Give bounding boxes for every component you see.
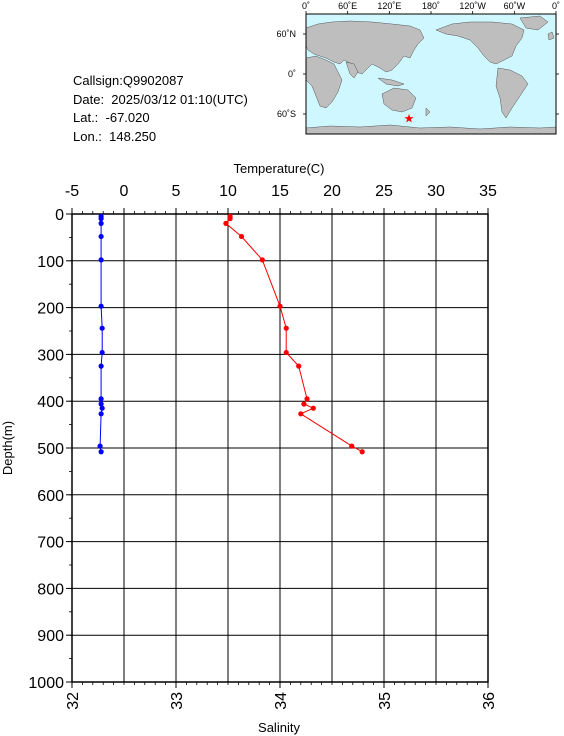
data-point — [298, 411, 304, 417]
salinity-tick-label: 32 — [65, 692, 82, 710]
float-info-block: Callsign:Q9902087 Date: 2025/03/12 01:10… — [73, 72, 248, 147]
land-south-america — [495, 67, 529, 119]
longitude-text: Lon.: 148.250 — [73, 129, 157, 145]
salinity-tick-label: 33 — [169, 692, 186, 710]
float-location-star-icon: ★ — [404, 112, 415, 126]
salinity-tick-labels: 32 33 34 35 36 — [65, 692, 498, 710]
data-point — [99, 325, 105, 331]
data-point — [98, 220, 104, 226]
depth-tick-label: 300 — [37, 347, 64, 364]
land-eurasia — [305, 20, 425, 75]
data-point — [227, 216, 233, 222]
map-longitude-label: 60˚W — [504, 1, 526, 11]
data-point — [98, 303, 104, 309]
land-greenland — [519, 15, 549, 31]
depth-tick-label: 500 — [37, 441, 64, 458]
date-text: Date: 2025/03/12 01:10(UTC) — [73, 91, 248, 107]
temperature-tick-label: 35 — [479, 183, 497, 200]
data-point — [98, 233, 104, 240]
map-longitude-label: 120˚W — [459, 1, 486, 11]
data-point — [296, 363, 302, 369]
depth-axis-label: Depth(m) — [0, 421, 15, 475]
map-longitude-label: 0˚ — [302, 1, 310, 11]
salinity-axis-label: Salinity — [258, 720, 300, 735]
temperature-tick-label: 5 — [172, 183, 181, 200]
map-latitude-labels: 60˚N 0˚ 60˚S — [276, 29, 296, 119]
data-point — [98, 449, 104, 455]
map-latitude-label: 60˚N — [276, 29, 296, 39]
profile-series — [97, 213, 365, 455]
depth-tick-labels: 0 100 200 300 400 500 600 700 800 900 1000 — [28, 207, 64, 692]
land-new-zealand — [425, 107, 431, 117]
salinity-tick-label: 36 — [481, 692, 498, 710]
depth-tick-label: 600 — [37, 488, 64, 505]
latitude-text: Lat.: -67.020 — [73, 110, 150, 126]
data-point — [283, 349, 289, 356]
temperature-axis-label: Temperature(C) — [233, 161, 324, 176]
temperature-tick-labels: -5 0 5 10 15 20 25 30 35 — [65, 183, 497, 200]
map-longitude-label: 120˚E — [377, 1, 401, 11]
plot-grid — [72, 214, 488, 682]
temperature-tick-label: -5 — [65, 183, 79, 200]
temperature-tick-label: 20 — [323, 183, 341, 200]
data-point — [259, 257, 265, 263]
data-point — [277, 303, 283, 309]
map-land — [305, 15, 557, 135]
data-point — [97, 443, 103, 449]
map-longitude-label: 180˚ — [422, 1, 440, 11]
map-latitude-label: 60˚S — [277, 109, 296, 119]
salinity-tick-label: 35 — [377, 692, 394, 710]
data-point — [98, 396, 104, 402]
depth-tick-label: 900 — [37, 628, 64, 645]
data-point — [301, 401, 307, 407]
map-latitude-label: 0˚ — [288, 69, 296, 79]
data-point — [98, 216, 104, 222]
depth-tick-label: 1000 — [28, 675, 64, 692]
depth-tick-label: 800 — [37, 581, 64, 598]
map-ticks — [303, 11, 559, 115]
data-point — [310, 405, 316, 411]
data-point — [359, 449, 365, 455]
depth-tick-label: 100 — [37, 254, 64, 271]
series-line — [225, 216, 363, 453]
map-longitude-labels: 0˚ 60˚E 120˚E 180˚ 120˚W 60˚W 0˚ — [302, 1, 560, 11]
data-point — [98, 257, 104, 263]
depth-tick-label: 0 — [55, 207, 64, 224]
data-point — [238, 233, 245, 240]
land-india — [345, 61, 359, 79]
axis-ticks — [66, 208, 489, 688]
temperature-tick-label: 0 — [120, 183, 129, 200]
data-point — [99, 349, 105, 356]
location-map: 0˚ 60˚E 120˚E 180˚ 120˚W 60˚W 0˚ 60˚N 0˚ 60˚S ★ — [276, 1, 560, 135]
data-point — [99, 405, 105, 411]
land-indonesia — [377, 77, 405, 87]
data-point — [283, 325, 289, 331]
temperature-series — [223, 213, 365, 455]
data-point — [98, 411, 104, 417]
data-point — [304, 396, 310, 402]
data-point — [349, 443, 355, 449]
depth-tick-label: 700 — [37, 535, 64, 552]
temperature-tick-label: 15 — [271, 183, 289, 200]
depth-tick-label: 200 — [37, 301, 64, 318]
temperature-tick-label: 30 — [427, 183, 445, 200]
land-africa — [305, 55, 343, 109]
land-north-america — [435, 21, 525, 65]
data-point — [98, 363, 104, 369]
temperature-tick-label: 25 — [375, 183, 393, 200]
temperature-tick-label: 10 — [219, 183, 237, 200]
data-point — [223, 220, 229, 226]
map-longitude-label: 60˚E — [338, 1, 357, 11]
salinity-tick-label: 34 — [273, 692, 290, 710]
salinity-series — [97, 213, 105, 455]
callsign-text: Callsign:Q9902087 — [73, 73, 184, 88]
data-point — [98, 401, 104, 407]
depth-tick-label: 400 — [37, 394, 64, 411]
land-uk — [547, 31, 555, 41]
land-australia — [381, 87, 417, 113]
map-longitude-label: 0˚ — [552, 1, 560, 11]
